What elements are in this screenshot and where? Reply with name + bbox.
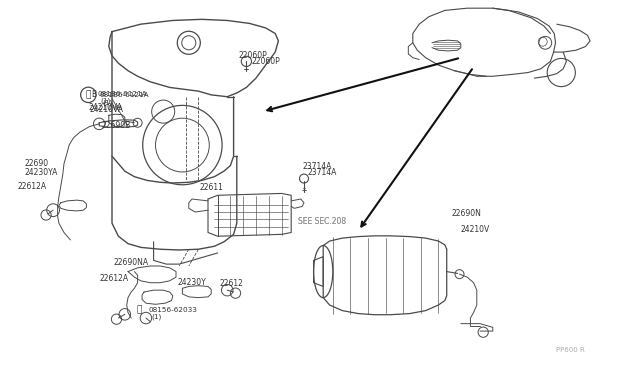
Text: 081B6-6121A: 081B6-6121A: [97, 91, 147, 97]
Text: Ⓑ: Ⓑ: [86, 90, 91, 99]
Text: PP600 R: PP600 R: [556, 347, 584, 353]
Text: 22612A: 22612A: [18, 182, 47, 190]
Text: SEE SEC.208: SEE SEC.208: [298, 217, 346, 226]
Text: 081B6-6121A: 081B6-6121A: [99, 92, 149, 98]
Text: (1): (1): [102, 99, 113, 106]
Text: 22612: 22612: [220, 279, 243, 288]
Text: 22690N: 22690N: [452, 209, 482, 218]
Text: 08156-62033: 08156-62033: [148, 307, 197, 312]
Text: B: B: [91, 90, 96, 99]
Text: 24210V: 24210V: [461, 225, 490, 234]
Text: 22612A: 22612A: [99, 274, 129, 283]
Text: 22690B: 22690B: [101, 121, 131, 130]
Text: 23714A: 23714A: [307, 169, 337, 177]
Text: 24230YA: 24230YA: [24, 169, 58, 177]
Text: 24230Y: 24230Y: [178, 278, 207, 287]
Text: 24210VA: 24210VA: [88, 103, 122, 112]
Text: 24210VA: 24210VA: [90, 105, 124, 114]
Text: 22060P: 22060P: [238, 51, 267, 60]
Text: 22690: 22690: [24, 159, 49, 168]
Text: 22611: 22611: [200, 183, 223, 192]
Text: 22690NA: 22690NA: [114, 258, 149, 267]
Text: Ⓑ: Ⓑ: [137, 305, 142, 314]
Text: 23714A: 23714A: [303, 162, 332, 171]
Text: (1): (1): [100, 98, 111, 105]
Text: (1): (1): [152, 314, 162, 320]
Text: SEE SEC.208: SEE SEC.208: [298, 217, 346, 226]
Text: 22060P: 22060P: [252, 57, 280, 66]
